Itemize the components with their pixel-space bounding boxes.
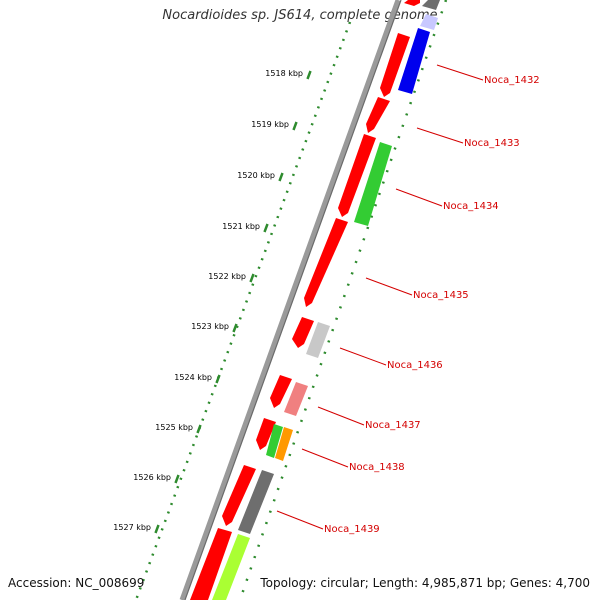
tick-label: 1525 kbp [155, 423, 193, 432]
tick-dotted-track [134, 21, 352, 600]
genome-backbone-shade [184, 0, 402, 600]
gene-leader-line [317, 406, 365, 426]
gene-leader-line [365, 277, 413, 296]
tick-label: 1520 kbp [237, 171, 275, 180]
cds-red-1 [404, 0, 420, 6]
cds-red-6 [292, 317, 314, 348]
cds-red-7 [270, 375, 292, 408]
genome-backbone [179, 0, 401, 600]
cds-gray [238, 470, 274, 534]
accession-text: Accession: NC_008699 [8, 576, 145, 590]
tick-mark [263, 223, 269, 233]
cds-red-10 [190, 528, 232, 600]
gene-leader-line [395, 188, 443, 207]
tick-group: 1518 kbp 1519 kbp 1520 kbp 1521 kbp 1522 kbp… [113, 69, 312, 534]
tick-label: 1522 kbp [208, 272, 246, 281]
cds-red-2 [380, 33, 410, 97]
gene-label[interactable]: Noca_1436 [387, 360, 443, 371]
tick-mark [215, 374, 221, 384]
cds-gray-top [422, 0, 440, 10]
inner-dotted-track [238, 0, 448, 600]
cds-red-3 [366, 97, 390, 133]
forward-cds-track [190, 0, 420, 600]
gene-leader-line [416, 127, 464, 144]
tick-mark [249, 273, 255, 283]
gene-label-group: Noca_1432 Noca_1433 Noca_1434 Noca_1435 Noca… [276, 64, 540, 535]
tick-label: 1523 kbp [191, 322, 229, 331]
map-title: Nocardioides sp. JS614, complete genome [162, 8, 438, 23]
gene-leader-line [436, 64, 484, 81]
gene-label[interactable]: Noca_1433 [464, 138, 520, 149]
tick-label: 1521 kbp [222, 222, 260, 231]
gene-label[interactable]: Noca_1437 [365, 420, 421, 431]
gene-label[interactable]: Noca_1439 [324, 524, 380, 535]
tick-label: 1524 kbp [174, 373, 212, 382]
tick-label: 1518 kbp [265, 69, 303, 78]
cds-lightgray [306, 322, 330, 358]
cds-green [354, 142, 392, 226]
tick-label: 1526 kbp [133, 473, 171, 482]
cds-green-small [266, 424, 283, 458]
tick-mark [174, 474, 180, 484]
tick-label: 1519 kbp [251, 120, 289, 129]
gene-label[interactable]: Noca_1434 [443, 201, 499, 212]
tick-mark [278, 172, 284, 182]
cds-lime [212, 534, 250, 600]
topology-text: Topology: circular; Length: 4,985,871 bp… [260, 576, 590, 590]
gene-leader-line [301, 448, 349, 468]
cds-red-5 [304, 218, 348, 307]
tick-label: 1527 kbp [113, 523, 151, 532]
tick-mark [232, 323, 238, 333]
gene-label[interactable]: Noca_1438 [349, 462, 405, 473]
reverse-cds-track [212, 0, 440, 600]
cds-orange [275, 427, 293, 461]
gene-label[interactable]: Noca_1435 [413, 290, 469, 301]
cds-pink [284, 382, 308, 416]
gene-leader-line [276, 510, 324, 530]
cds-red-9 [222, 465, 256, 526]
cds-lightblue [420, 14, 438, 30]
tick-mark [154, 524, 160, 534]
cds-red-8 [256, 418, 276, 450]
cds-blue [398, 28, 430, 94]
tick-mark [292, 121, 298, 131]
cds-red-4 [338, 134, 376, 217]
tick-mark [196, 424, 202, 434]
gene-label[interactable]: Noca_1432 [484, 75, 540, 86]
tick-mark [306, 70, 312, 80]
gene-leader-line [339, 347, 387, 366]
